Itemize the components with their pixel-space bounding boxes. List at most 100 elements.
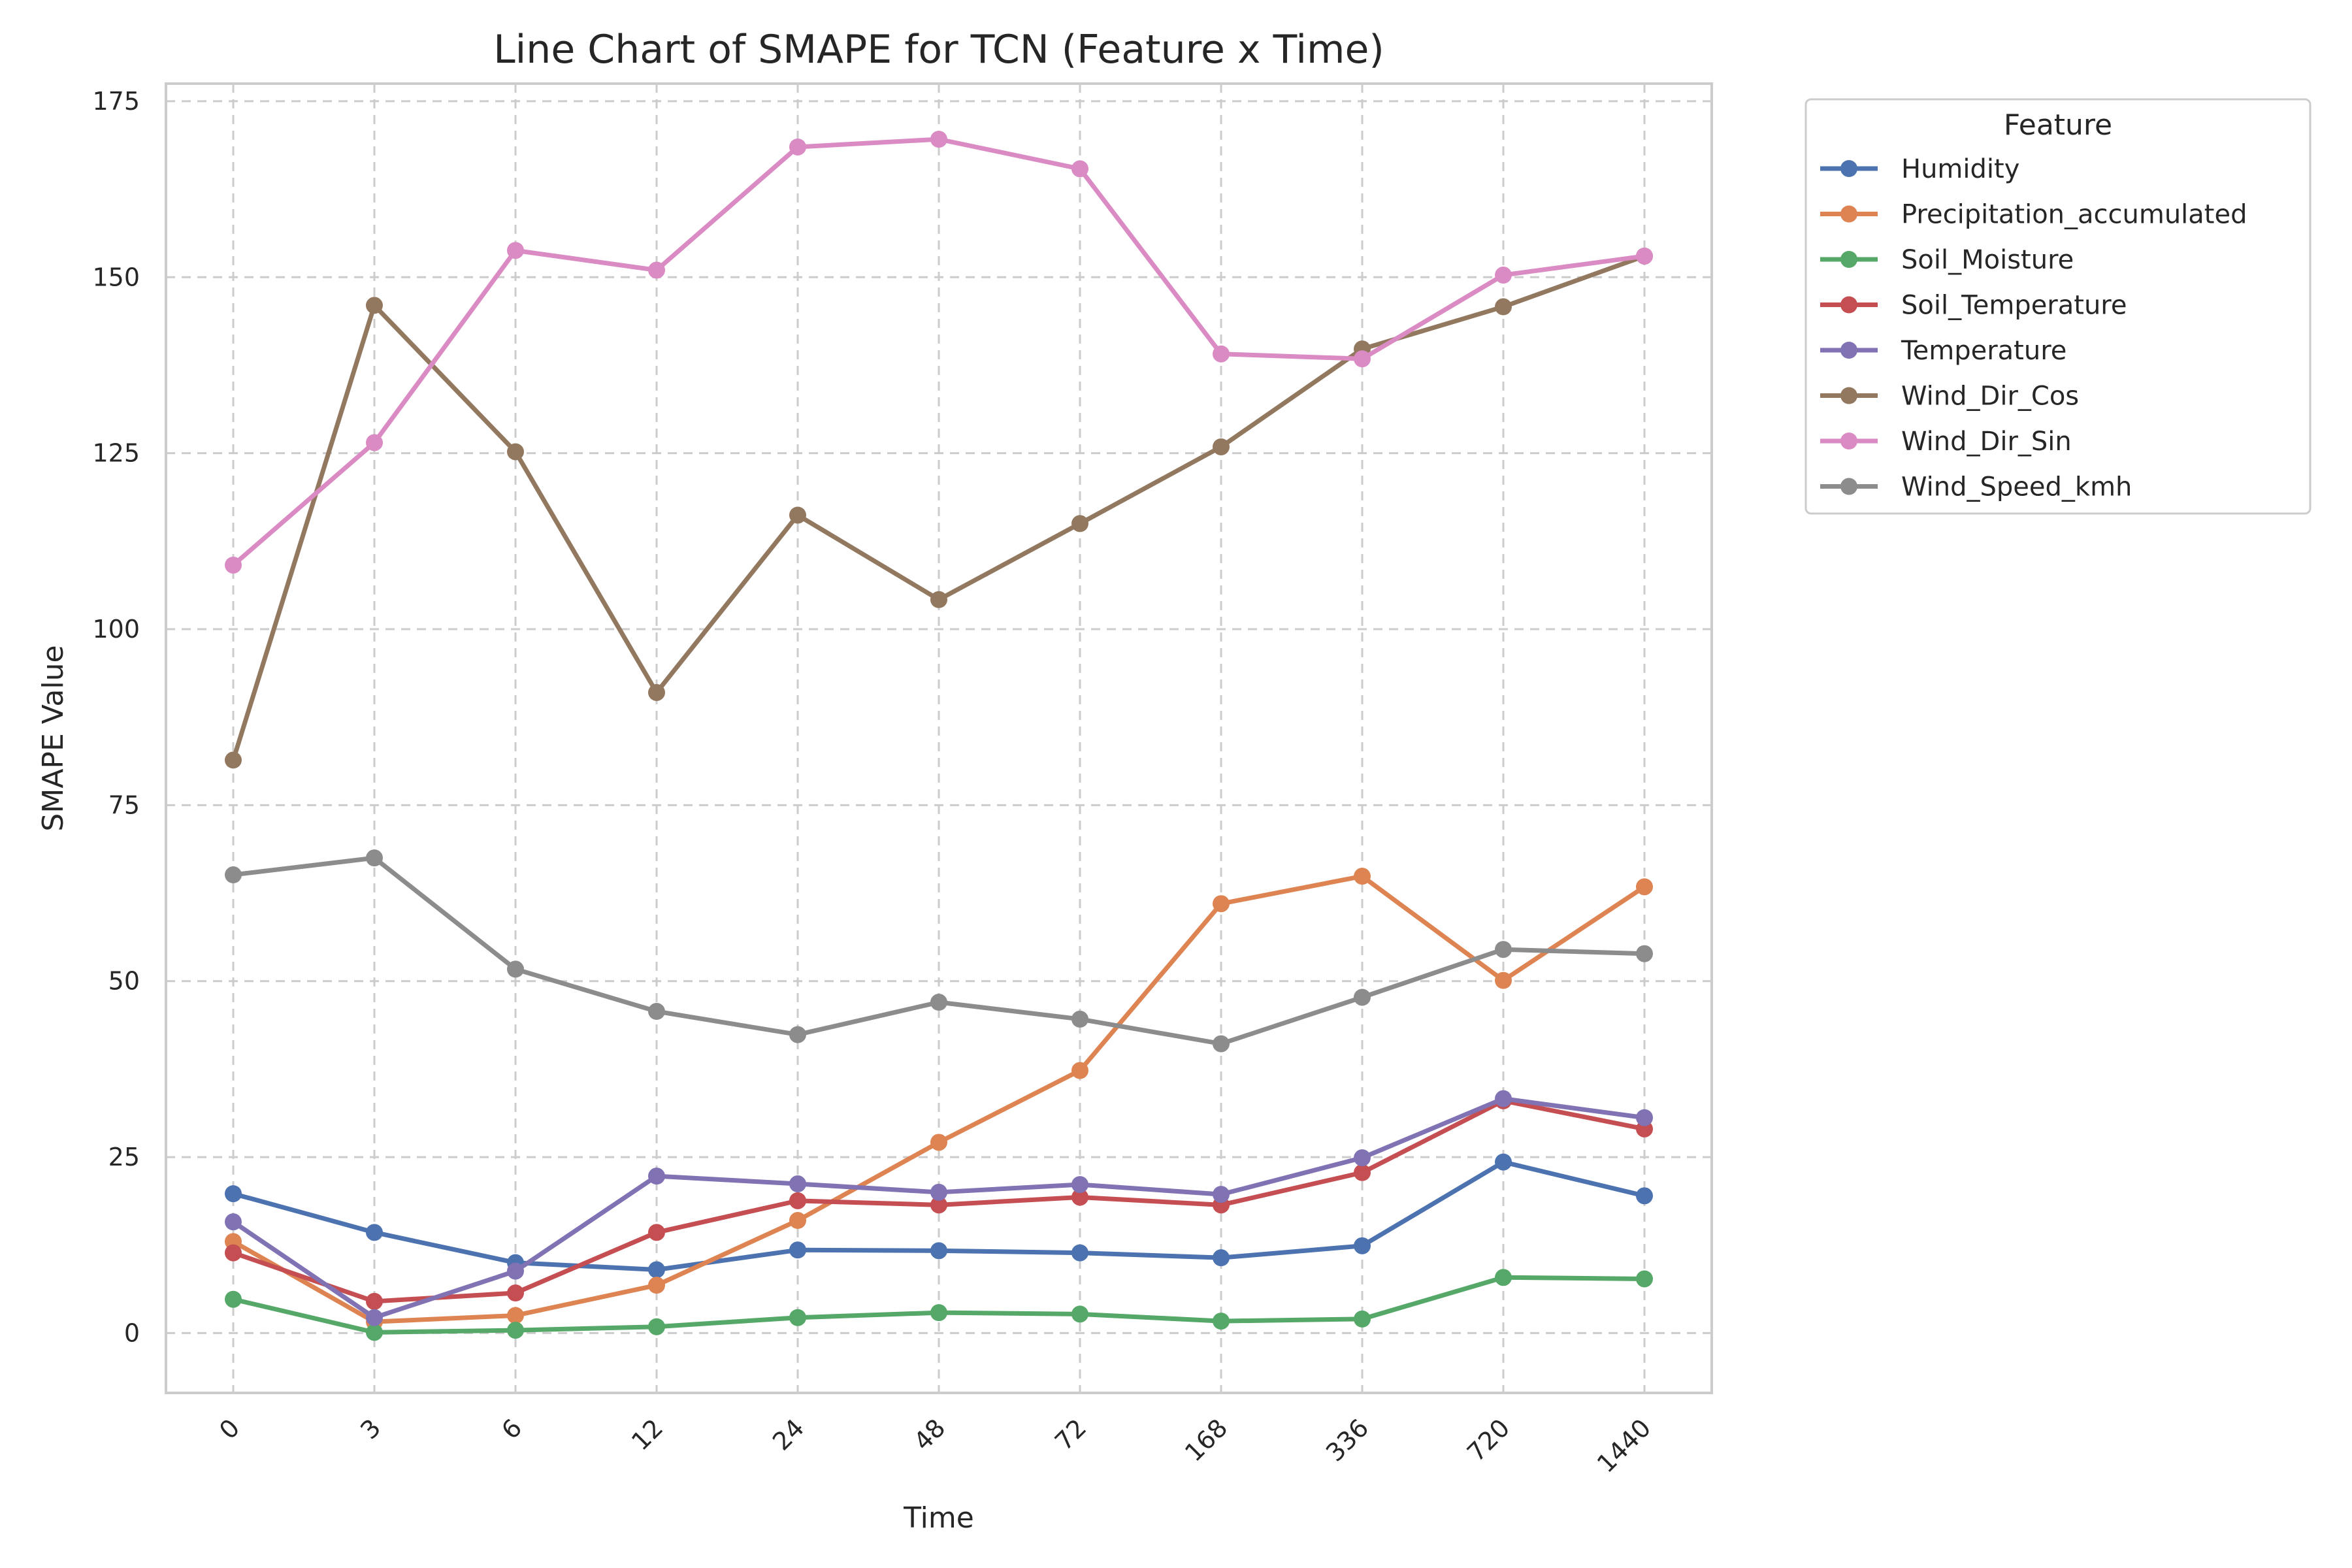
data-point (507, 1262, 524, 1280)
data-point (1213, 1186, 1230, 1203)
data-point (366, 849, 383, 867)
data-point (789, 1192, 806, 1209)
data-point (1495, 298, 1512, 316)
data-point (789, 1309, 806, 1326)
legend-label: Soil_Moisture (1901, 245, 2074, 275)
data-point (366, 434, 383, 451)
data-point (789, 1175, 806, 1193)
data-point (225, 751, 242, 769)
data-point (930, 994, 947, 1011)
data-point (930, 1196, 947, 1214)
data-point (789, 138, 806, 155)
legend-marker (1840, 433, 1857, 449)
data-point (930, 1183, 947, 1201)
data-point (648, 1277, 665, 1294)
data-point (789, 1026, 806, 1043)
y-axis: 0 25 50 75 100 125 150 175 (92, 87, 140, 1347)
data-point (1636, 878, 1653, 896)
data-point (507, 1307, 524, 1324)
legend-label: Precipitation_accumulated (1901, 200, 2247, 230)
data-point (1071, 1244, 1088, 1262)
x-tick-label: 12 (626, 1413, 668, 1456)
data-point (225, 1290, 242, 1308)
data-point (1213, 1035, 1230, 1053)
data-point (648, 1261, 665, 1279)
x-tick-label: 1440 (1592, 1413, 1657, 1478)
data-point (648, 1003, 665, 1021)
data-point (507, 242, 524, 259)
data-point (366, 1224, 383, 1241)
x-tick-label: 720 (1462, 1413, 1515, 1467)
data-point (789, 1212, 806, 1230)
data-point (648, 1318, 665, 1335)
legend-label: Wind_Dir_Cos (1901, 382, 2079, 412)
data-point (648, 1224, 665, 1241)
legend-items: Humidity Precipitation_accumulated Soil_Mo… (1820, 154, 2247, 502)
x-tick-label: 0 (214, 1413, 245, 1445)
legend-label: Wind_Speed_kmh (1901, 472, 2132, 502)
data-point (225, 1185, 242, 1203)
legend-item: Soil_Temperature (1820, 291, 2127, 321)
legend-marker (1840, 296, 1857, 314)
data-point (507, 443, 524, 461)
x-tick-label: 168 (1179, 1413, 1233, 1467)
data-point (366, 1324, 383, 1341)
data-point (1213, 438, 1230, 455)
data-point (366, 1309, 383, 1326)
data-point (225, 556, 242, 574)
data-point (1636, 945, 1653, 962)
data-point (1071, 1188, 1088, 1206)
data-point (930, 1304, 947, 1322)
y-tick-label: 150 (92, 263, 140, 291)
y-axis-label: SMAPE Value (37, 645, 70, 831)
chart-title: Line Chart of SMAPE for TCN (Feature x T… (493, 27, 1384, 73)
data-point (507, 1284, 524, 1302)
data-point (507, 960, 524, 978)
data-point (648, 683, 665, 701)
legend-label: Wind_Dir_Sin (1901, 427, 2072, 457)
data-point (1071, 1305, 1088, 1323)
data-point (1636, 1109, 1653, 1126)
x-tick-label: 48 (908, 1413, 951, 1456)
series-soil-temperature (225, 1092, 1653, 1310)
data-point (1354, 1149, 1371, 1167)
data-point (1213, 1313, 1230, 1330)
data-point (1636, 1187, 1653, 1205)
data-point (507, 1322, 524, 1339)
data-point (648, 261, 665, 279)
data-point (789, 1241, 806, 1259)
data-point (1354, 350, 1371, 368)
legend-marker (1840, 251, 1857, 268)
data-point (225, 866, 242, 884)
x-tick-label: 72 (1049, 1413, 1092, 1456)
data-point (930, 1242, 947, 1260)
legend-marker (1840, 387, 1857, 404)
y-tick-label: 100 (92, 615, 140, 644)
legend-marker (1840, 160, 1857, 177)
grid (166, 84, 1712, 1393)
data-point (1071, 515, 1088, 532)
data-point (648, 1168, 665, 1185)
x-tick-label: 336 (1320, 1413, 1374, 1467)
legend-label: Humidity (1901, 154, 2019, 184)
data-point (789, 506, 806, 524)
data-point (1213, 1249, 1230, 1267)
legend-label: Temperature (1901, 336, 2066, 366)
legend-marker (1840, 478, 1857, 495)
legend-item: Wind_Dir_Cos (1820, 382, 2079, 412)
data-point (1495, 1269, 1512, 1286)
y-tick-label: 125 (92, 439, 140, 468)
y-tick-label: 25 (108, 1143, 140, 1171)
data-point (1495, 1153, 1512, 1171)
data-point (930, 1134, 947, 1151)
data-point (366, 1292, 383, 1310)
series-layer (225, 131, 1653, 1341)
legend-item: Temperature (1820, 336, 2066, 366)
legend-item: Humidity (1820, 154, 2019, 184)
x-tick-label: 3 (355, 1413, 386, 1445)
data-point (1354, 1164, 1371, 1181)
legend: Feature Humidity Precipitation_accumulate… (1805, 98, 2311, 515)
data-point (1213, 895, 1230, 913)
data-point (1071, 1062, 1088, 1079)
